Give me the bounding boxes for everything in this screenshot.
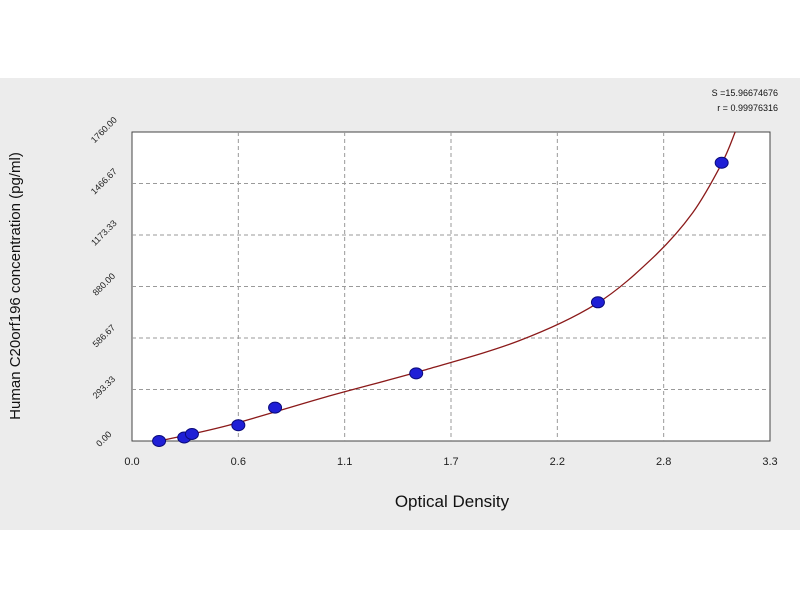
stat-r-value: r = 0.99976316 bbox=[717, 103, 778, 113]
y-tick-label: 293.33 bbox=[91, 374, 118, 401]
y-tick-label: 1760.00 bbox=[89, 115, 119, 145]
data-point bbox=[590, 296, 605, 309]
y-tick-labels: 0.00 293.33 586.67 880.00 1173.33 1466.67 1760… bbox=[89, 115, 119, 449]
data-point bbox=[152, 435, 167, 447]
x-tick-label: 3.3 bbox=[762, 456, 777, 468]
data-points-group bbox=[152, 156, 729, 447]
data-point bbox=[268, 401, 283, 414]
x-axis-title: Optical Density bbox=[395, 492, 510, 511]
x-tick-label: 1.1 bbox=[337, 456, 352, 468]
x-tick-labels: 0.0 0.6 1.1 1.7 2.2 2.8 3.3 bbox=[124, 456, 777, 468]
y-tick-label: 880.00 bbox=[91, 271, 118, 298]
data-point bbox=[714, 156, 729, 169]
y-tick-label: 1466.67 bbox=[89, 166, 119, 196]
x-tick-label: 0.0 bbox=[124, 456, 139, 468]
data-point bbox=[184, 427, 199, 440]
x-tick-label: 0.6 bbox=[231, 456, 246, 468]
grid-lines bbox=[132, 132, 770, 441]
y-tick-label: 1173.33 bbox=[89, 218, 119, 248]
y-tick-label: 586.67 bbox=[91, 323, 118, 350]
y-tick-label: 0.00 bbox=[94, 429, 113, 448]
stat-s-value: S =15.96674676 bbox=[712, 88, 778, 98]
data-point bbox=[409, 367, 424, 380]
data-point bbox=[231, 419, 246, 432]
x-tick-label: 2.2 bbox=[550, 456, 565, 468]
y-axis-title: Human C20orf196 concentration (pg/ml) bbox=[7, 152, 24, 420]
x-tick-label: 2.8 bbox=[656, 456, 671, 468]
x-tick-label: 1.7 bbox=[443, 456, 458, 468]
